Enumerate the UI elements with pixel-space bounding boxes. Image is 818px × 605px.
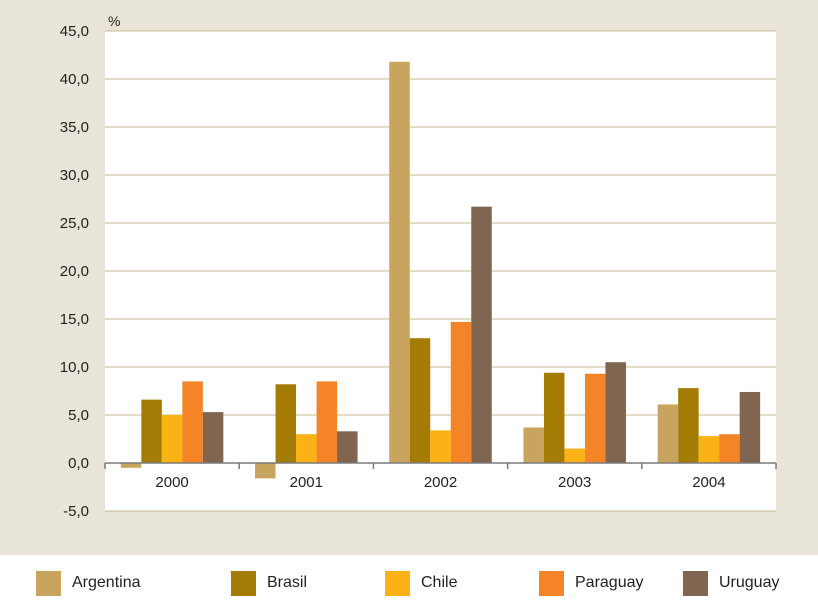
bar-brasil-2003: [544, 373, 565, 463]
y-axis-tick-labels: 45,0 40,0 35,0 30,0 25,0 20,0 15,0 10,0 5,0 0,0 -5…: [60, 23, 89, 520]
legend: Argentina Brasil Chile Paraguay Uruguay: [0, 568, 818, 598]
x-tick-label: 2001: [290, 474, 323, 491]
y-tick-label: 10,0: [60, 359, 89, 376]
bar-uruguay-2000: [203, 412, 224, 463]
bar-brasil-2000: [141, 400, 162, 463]
legend-item-paraguay: Paraguay: [539, 568, 644, 598]
legend-label-uruguay: Uruguay: [719, 574, 779, 592]
bar-brasil-2001: [276, 384, 297, 463]
legend-item-chile: Chile: [385, 568, 457, 598]
y-tick-label: 45,0: [60, 23, 89, 40]
bar-chart: 45,0 40,0 35,0 30,0 25,0 20,0 15,0 10,0 5,0 0,0 -5…: [0, 0, 818, 555]
x-tick-label: 2003: [558, 474, 591, 491]
y-tick-label: 35,0: [60, 119, 89, 136]
y-tick-label: 0,0: [68, 455, 89, 472]
bar-chile-2003: [564, 449, 585, 463]
x-tick-label: 2002: [424, 474, 457, 491]
x-tick-label: 2004: [692, 474, 725, 491]
y-tick-label: 30,0: [60, 167, 89, 184]
y-tick-label: 25,0: [60, 215, 89, 232]
chart-panel: 45,0 40,0 35,0 30,0 25,0 20,0 15,0 10,0 5,0 0,0 -5…: [0, 0, 818, 555]
legend-item-uruguay: Uruguay: [683, 568, 779, 598]
bar-chile-2002: [430, 430, 451, 463]
legend-swatch-paraguay: [539, 571, 564, 596]
bar-brasil-2002: [410, 338, 431, 463]
bar-argentina-2004: [658, 404, 679, 463]
y-tick-label: 15,0: [60, 311, 89, 328]
legend-item-brasil: Brasil: [231, 568, 307, 598]
legend-label-chile: Chile: [421, 574, 457, 592]
legend-swatch-argentina: [36, 571, 61, 596]
bar-chile-2001: [296, 434, 317, 463]
bar-chile-2000: [162, 415, 183, 463]
bar-paraguay-2004: [719, 434, 740, 463]
legend-swatch-brasil: [231, 571, 256, 596]
bar-argentina-2003: [523, 427, 544, 463]
x-tick-label: 2000: [155, 474, 188, 491]
bar-chile-2004: [699, 436, 720, 463]
bar-uruguay-2003: [605, 362, 626, 463]
bar-brasil-2004: [678, 388, 699, 463]
bar-paraguay-2002: [451, 322, 472, 463]
bar-uruguay-2004: [740, 392, 761, 463]
legend-swatch-chile: [385, 571, 410, 596]
bar-paraguay-2003: [585, 374, 606, 463]
legend-item-argentina: Argentina: [36, 568, 141, 598]
y-tick-label: 5,0: [68, 407, 89, 424]
bar-paraguay-2001: [317, 381, 338, 463]
bar-paraguay-2000: [182, 381, 203, 463]
bar-argentina-2002: [389, 62, 410, 463]
bar-uruguay-2002: [471, 207, 492, 463]
legend-swatch-uruguay: [683, 571, 708, 596]
y-tick-label: -5,0: [63, 503, 89, 520]
bar-argentina-2001: [255, 463, 275, 478]
y-axis-unit-label: %: [108, 13, 120, 29]
legend-label-brasil: Brasil: [267, 574, 307, 592]
y-tick-label: 40,0: [60, 71, 89, 88]
legend-label-paraguay: Paraguay: [575, 574, 644, 592]
y-tick-label: 20,0: [60, 263, 89, 280]
bar-uruguay-2001: [337, 431, 358, 463]
legend-label-argentina: Argentina: [72, 574, 141, 592]
